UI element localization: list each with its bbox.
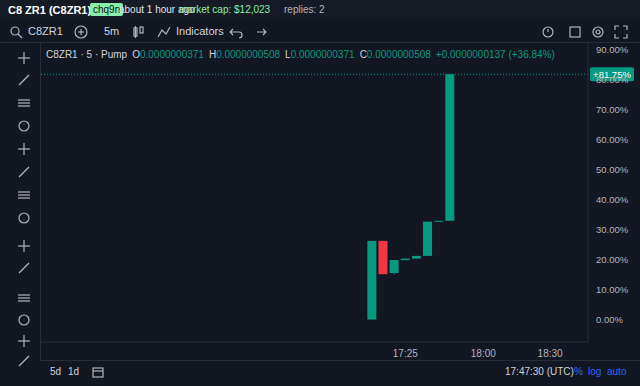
html-text:17:47:30 (UTC)%: 17:47:30 (UTC)% — [505, 366, 583, 377]
svg-text:20.00%: 20.00% — [596, 254, 629, 265]
html-text:auto: auto — [607, 366, 627, 377]
svg-text:18:00: 18:00 — [471, 348, 496, 359]
svg-text:80.00%: 80.00% — [596, 74, 629, 85]
svg-text:90.00%: 90.00% — [596, 44, 629, 55]
svg-text:30.00%: 30.00% — [596, 224, 629, 235]
html-text:5m: 5m — [104, 25, 120, 37]
svg-text:18:30: 18:30 — [538, 348, 563, 359]
html-text:1d: 1d — [68, 366, 80, 377]
html-text:5d: 5d — [50, 366, 62, 377]
html-text:replies: 2: replies: 2 — [284, 4, 325, 15]
html-text:L 0.0000000371: L 0.0000000371 — [285, 49, 355, 60]
html-text:C8 ZR1 (C8ZR1) chq9n about 1 h: C8 ZR1 (C8ZR1) chq9n about 1 hour ago — [8, 4, 195, 16]
svg-text:0.00%: 0.00% — [596, 314, 623, 325]
svg-text:70.00%: 70.00% — [596, 104, 629, 115]
svg-text:40.00%: 40.00% — [596, 194, 629, 205]
svg-text:60.00%: 60.00% — [596, 134, 629, 145]
html-text:log: log — [588, 366, 602, 377]
html-text:C 0.0000000508: C 0.0000000508 — [359, 49, 431, 60]
svg-text:17:25: 17:25 — [393, 348, 418, 359]
svg-text:50.00%: 50.00% — [596, 164, 629, 175]
html-text:O 0.0000000371: O 0.0000000371 — [132, 49, 204, 60]
html-text:C8ZR1 · 5 · Pump: C8ZR1 · 5 · Pump — [46, 49, 128, 60]
html-text:H 0.0000000508: H 0.0000000508 — [208, 49, 281, 60]
svg-text:10.00%: 10.00% — [596, 284, 629, 295]
html-text:market cap: $12,023: market cap: $12,023 — [179, 4, 271, 15]
html-text:+0.0000000137 (+36.84%): +0.0000000137 (+36.84%) — [435, 49, 555, 60]
html-text:Indicators: Indicators — [176, 25, 224, 37]
html-text:C8ZR1: C8ZR1 — [28, 25, 63, 37]
